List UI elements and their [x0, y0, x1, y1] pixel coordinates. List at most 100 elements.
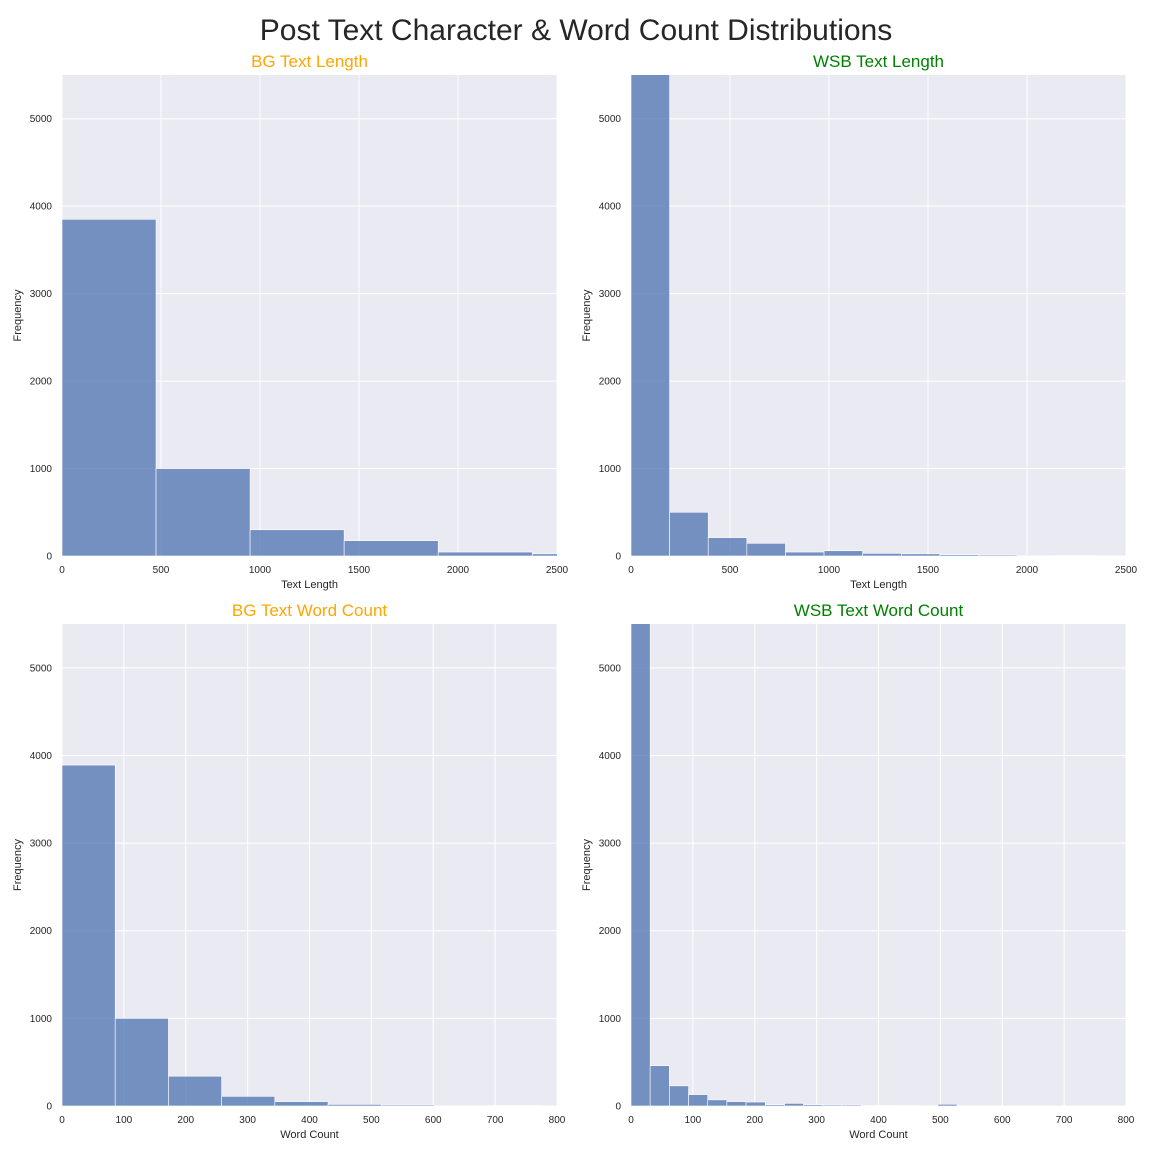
histogram-bar — [823, 550, 863, 556]
histogram-bar — [531, 553, 557, 556]
x-tick-label: 400 — [870, 1115, 887, 1126]
x-axis-label: Text Length — [281, 579, 338, 591]
histogram-bar — [707, 537, 748, 556]
histogram-bar — [1016, 555, 1057, 556]
histogram-bar — [900, 553, 941, 556]
subplot-title: WSB Text Word Count — [794, 601, 964, 620]
y-tick-label: 0 — [46, 552, 52, 563]
y-axis-label: Frequency — [12, 289, 24, 341]
x-axis-label: Word Count — [849, 1129, 908, 1141]
x-tick-label: 0 — [59, 565, 65, 576]
x-tick-label: 300 — [808, 1115, 825, 1126]
histogram-bar — [168, 1075, 222, 1106]
subplot-4: 0 100 200 300 400 500 600 700 800 0 1000 2000 3000 40… — [581, 601, 1135, 1141]
x-tick-label: 0 — [628, 1115, 634, 1126]
histogram-bar — [631, 75, 670, 556]
x-tick-label: 400 — [301, 1115, 318, 1126]
x-tick-label: 500 — [363, 1115, 380, 1126]
histogram-bar — [726, 1101, 747, 1106]
y-tick-label: 4000 — [599, 202, 622, 213]
y-tick-label: 1000 — [599, 1014, 622, 1025]
histogram-bar — [784, 1103, 804, 1106]
histogram-bar — [745, 1101, 766, 1106]
subplot-title: WSB Text Length — [813, 52, 944, 71]
x-tick-label: 300 — [239, 1115, 256, 1126]
y-tick-label: 3000 — [599, 289, 622, 300]
y-tick-label: 1000 — [30, 464, 53, 475]
x-tick-label: 1500 — [917, 565, 940, 576]
histogram-bar — [249, 529, 345, 556]
y-tick-label: 1000 — [599, 464, 622, 475]
subplot-1: 0 500 1000 1500 2000 2500 0 1000 2000 3000 4000 500… — [12, 52, 569, 591]
histogram-bar — [221, 1096, 276, 1106]
x-tick-label: 100 — [685, 1115, 702, 1126]
y-tick-label: 4000 — [30, 751, 53, 762]
y-tick-label: 5000 — [599, 663, 622, 674]
y-tick-label: 0 — [615, 552, 621, 563]
histogram-bar — [649, 1065, 670, 1106]
histogram-bar — [114, 1018, 169, 1106]
x-tick-label: 2500 — [546, 565, 569, 576]
x-tick-label: 500 — [932, 1115, 949, 1126]
y-tick-label: 2000 — [599, 926, 622, 937]
subplot-2: 0 500 1000 1500 2000 2500 0 1000 2000 3000 4000 500… — [581, 52, 1138, 591]
histogram-bar — [860, 1105, 881, 1106]
histogram-bar — [669, 1085, 689, 1106]
y-tick-label: 1000 — [30, 1014, 53, 1025]
x-tick-label: 600 — [994, 1115, 1011, 1126]
y-tick-label: 0 — [46, 1102, 52, 1113]
histogram-bar — [62, 219, 157, 556]
subplot-title: BG Text Word Count — [232, 601, 388, 620]
x-tick-label: 200 — [177, 1115, 194, 1126]
y-tick-label: 3000 — [30, 289, 53, 300]
x-tick-label: 1500 — [348, 565, 371, 576]
histogram-bar — [822, 1104, 843, 1106]
histogram-bar — [434, 1104, 488, 1106]
x-tick-label: 600 — [425, 1115, 442, 1126]
plot-background — [631, 75, 1126, 556]
histogram-bar — [707, 1099, 728, 1106]
y-tick-label: 3000 — [30, 839, 53, 850]
y-tick-label: 5000 — [30, 114, 53, 125]
histogram-bar — [274, 1101, 329, 1106]
bars — [631, 75, 1095, 556]
x-tick-label: 200 — [746, 1115, 763, 1126]
histogram-bar — [764, 1104, 785, 1106]
histogram-bar — [62, 764, 116, 1106]
bars — [631, 624, 1126, 1106]
x-tick-label: 0 — [628, 565, 634, 576]
histogram-bar — [746, 543, 786, 556]
histogram-bar — [327, 1104, 382, 1106]
figure-title: Post Text Character & Word Count Distrib… — [259, 14, 893, 47]
x-tick-label: 1000 — [818, 565, 841, 576]
y-tick-label: 4000 — [599, 751, 622, 762]
subplot-3: 0 100 200 300 400 500 600 700 800 0 1000 2000 3000 40… — [12, 601, 566, 1141]
y-tick-label: 4000 — [30, 202, 53, 213]
histogram-bar — [343, 540, 439, 556]
x-tick-label: 800 — [1118, 1115, 1135, 1126]
histogram-bar — [155, 468, 251, 556]
y-tick-label: 2000 — [30, 377, 53, 388]
histogram-bar — [978, 554, 1018, 556]
histogram-bar — [803, 1104, 824, 1106]
histogram-bar — [380, 1104, 435, 1106]
y-tick-label: 0 — [615, 1102, 621, 1113]
y-tick-label: 2000 — [599, 377, 622, 388]
subplot-title: BG Text Length — [251, 52, 368, 71]
x-tick-label: 2000 — [1016, 565, 1039, 576]
histogram-bar — [669, 511, 709, 556]
histogram-bar — [631, 624, 651, 1106]
y-axis-label: Frequency — [12, 839, 24, 891]
histogram-bar — [937, 1103, 958, 1106]
bars — [62, 219, 557, 556]
y-tick-label: 5000 — [599, 114, 622, 125]
histogram-bar — [437, 551, 533, 556]
histogram-bar — [862, 553, 902, 556]
x-tick-label: 0 — [59, 1115, 65, 1126]
x-axis-label: Text Length — [850, 579, 907, 591]
y-tick-label: 5000 — [30, 663, 53, 674]
histogram-bar — [688, 1094, 709, 1106]
x-tick-label: 100 — [116, 1115, 133, 1126]
bars — [62, 764, 542, 1106]
